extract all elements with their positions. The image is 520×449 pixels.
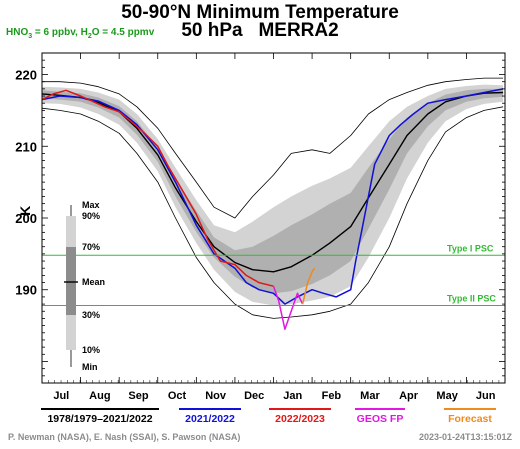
y-tick-label: 220 <box>15 68 37 83</box>
legend-label-p30: 30% <box>82 310 100 320</box>
legend-label-p10: 10% <box>82 345 100 355</box>
min-line <box>41 106 504 319</box>
series-legend: 1978/1979–2021/2022 2021/2022 2022/2023 GEO… <box>41 408 496 425</box>
band-30-70 <box>42 88 504 294</box>
month-label-aug: Aug <box>89 390 110 402</box>
chart-title: 50-90°N Minimum Temperature <box>121 2 399 23</box>
month-label-may: May <box>436 390 458 402</box>
legend-label-max: Max <box>82 200 100 210</box>
legend-label-min: Min <box>82 362 98 372</box>
max-line <box>42 77 504 219</box>
y-tick-label: 200 <box>15 211 37 226</box>
climatology-bands <box>41 77 504 319</box>
y-tick-label: 210 <box>15 139 37 154</box>
month-label-apr: Apr <box>399 390 419 402</box>
axes: Type I PSC Type II PSC 190 200 210 220 K Jul Aug… <box>15 52 506 402</box>
legend-entry-1: 2021/2022 <box>185 413 235 425</box>
month-label-jun: Jun <box>476 390 496 402</box>
y-axis-label: K <box>17 206 33 216</box>
legend-label-p70: 70% <box>82 242 100 252</box>
series-3 <box>301 267 316 305</box>
psc-label-1: Type II PSC <box>447 294 496 304</box>
series-1 <box>41 89 274 287</box>
series-2 <box>272 285 304 330</box>
month-label-sep: Sep <box>128 390 148 402</box>
legend-entry-4: Forecast <box>448 413 492 425</box>
legend-entry-0: 1978/1979–2021/2022 <box>47 413 152 425</box>
legend-label-p90: 90% <box>82 211 100 221</box>
data-series <box>41 88 504 330</box>
hno3-value: 6 ppbv <box>43 27 76 38</box>
legend-entry-3: GEOS FP <box>357 413 404 425</box>
chart-subtitle: 50 hPa MERRA2 <box>0 21 520 41</box>
month-label-oct: Oct <box>168 390 187 402</box>
h2o-value: 4.5 ppmv <box>110 27 155 38</box>
month-label-mar: Mar <box>360 390 380 402</box>
month-label-dec: Dec <box>244 390 264 402</box>
y-tick-label: 190 <box>15 283 37 298</box>
legend-band-inner <box>66 247 76 315</box>
legend-label-mean: Mean <box>82 277 105 287</box>
pressure-level: 50 hPa <box>181 20 243 41</box>
month-label-jul: Jul <box>53 390 69 402</box>
month-label-feb: Feb <box>322 390 342 402</box>
psc-label-0: Type I PSC <box>447 243 494 253</box>
psc-assumptions: HNO3 = 6 ppbv, H2O = 4.5 ppmv <box>6 27 155 40</box>
legend-entry-2: 2022/2023 <box>275 413 325 425</box>
data-source: MERRA2 <box>258 20 339 41</box>
month-label-jan: Jan <box>283 390 302 402</box>
timestamp-text: 2023-01-24T13:15:01Z <box>418 432 512 442</box>
credits-text: P. Newman (NASA), E. Nash (SSAI), S. Paw… <box>8 432 241 442</box>
month-label-nov: Nov <box>205 390 227 402</box>
